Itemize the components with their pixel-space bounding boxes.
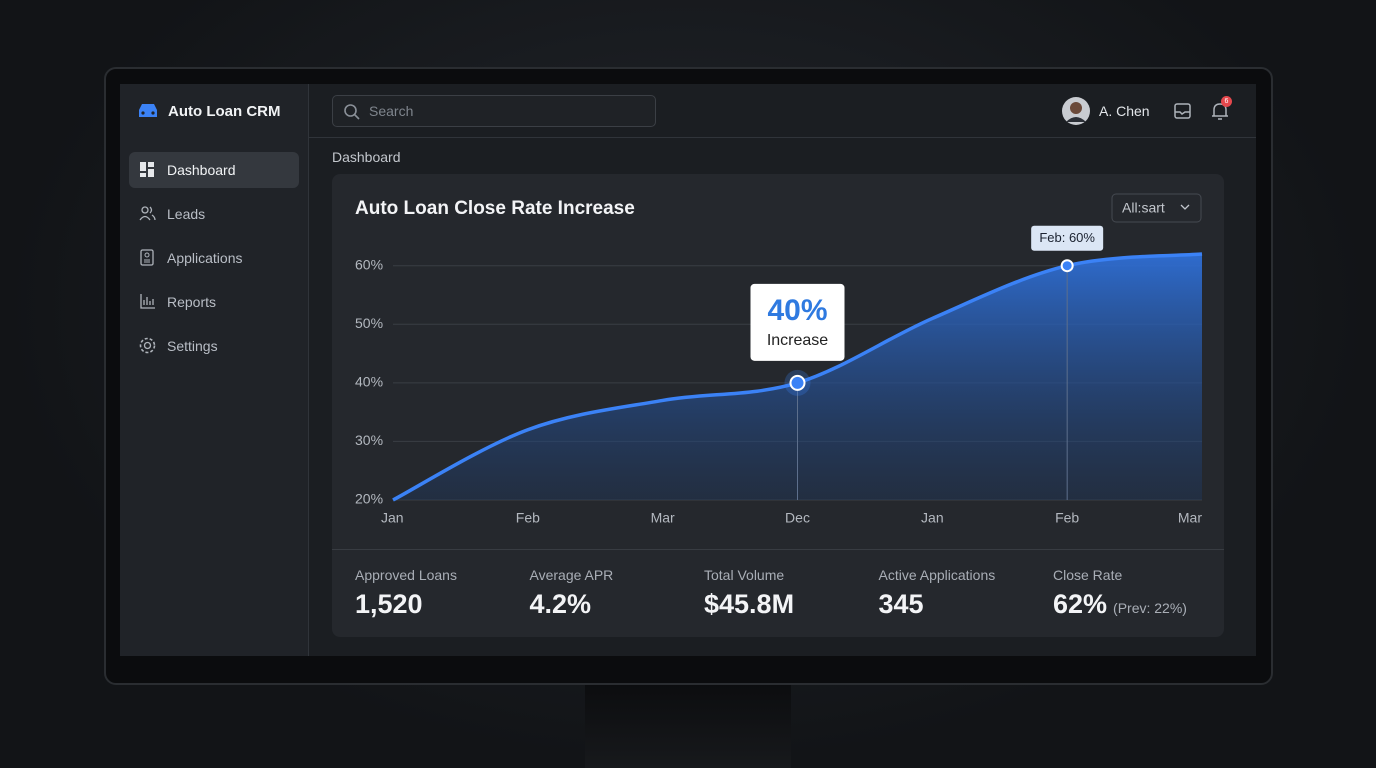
y-tick-label: 40% [355,374,383,390]
nav-label: Reports [167,294,217,310]
nav-item[interactable]: Settings [129,328,299,364]
x-tick-label: Mar [1178,510,1202,526]
chart-card: Auto Loan Close Rate Increase All:sart 2… [332,174,1224,637]
x-tick-label: Mar [651,510,675,526]
search-placeholder: Search [369,103,414,119]
brand: Auto Loan CRM [168,103,281,120]
x-tick-label: Feb [1055,510,1079,526]
stat-label: Close Rate [1053,567,1123,583]
y-tick-label: 30% [355,432,383,448]
search-icon [344,104,360,120]
top-bar: Search A. Chen 6 [309,84,1256,138]
callout-text: Increase [767,332,828,349]
point [789,374,806,391]
nav-icon [140,249,154,266]
nav-item[interactable]: Reports [129,284,299,320]
filter-label: All:sart [1122,200,1165,216]
x-tick-label: Feb [516,510,540,526]
stat-value: 1,520 [355,589,423,620]
stat-note: (Prev: 22%) [1113,600,1187,616]
stat-value: 345 [879,589,924,620]
y-tick-label: 20% [355,491,383,507]
stat-label: Total Volume [704,567,785,583]
user-name: A. Chen [1099,103,1150,119]
nav-icon [140,294,155,309]
nav-item[interactable]: Dashboard [129,152,299,188]
notification-badge: 6 [1221,96,1232,107]
dropdown-caret [1180,204,1190,210]
chart-title: Auto Loan Close Rate Increase [355,198,635,219]
stat-value: 4.2% [530,589,592,620]
brand-icon [139,104,157,117]
monitor-stand [585,684,791,768]
bell-icon[interactable] [1210,100,1230,122]
chart: Auto Loan Close Rate Increase All:sart 2… [355,193,1202,526]
stat-label: Approved Loans [355,567,457,583]
stat-label: Active Applications [878,567,996,583]
y-tick-label: 60% [355,256,383,272]
tooltip-text: Feb: 60% [1039,230,1095,245]
callout-value: 40% [767,294,827,327]
area [393,254,1202,500]
nav-icon [139,337,156,354]
x-tick-label: Jan [381,510,404,526]
nav-label: Dashboard [167,162,236,178]
stat-number: 4.2% [529,589,592,619]
screen: Auto Loan CRM Dashboard Leads Applications… [120,84,1256,656]
stat-value: $45.8M [704,589,794,620]
divider [332,549,1224,550]
x-tick-label: Dec [785,510,810,526]
nav-icon [139,206,156,221]
nav-label: Settings [167,338,218,354]
sidebar: Auto Loan CRM Dashboard Leads Applications… [120,84,309,656]
search-box[interactable]: Search [332,95,656,127]
nav-label: Applications [167,250,243,266]
stat-number: 1,520 [355,589,423,619]
nav-item[interactable]: Leads [129,196,299,232]
nav-icon [140,162,154,177]
point [1060,259,1074,273]
stat-label: Average APR [529,567,614,583]
callout [750,283,845,361]
avatar[interactable] [1061,96,1091,126]
filter-dropdown[interactable] [1111,193,1202,223]
tooltip [1031,225,1104,251]
stat-number: 62% [1053,589,1108,619]
stat-number: $45.8M [704,589,795,619]
nav-item[interactable]: Applications [129,240,299,276]
stat-value: 62% (Prev: 22%) [1053,589,1187,620]
breadcrumb: Dashboard [332,149,401,165]
inbox-icon[interactable] [1173,101,1193,121]
y-tick-label: 50% [355,315,383,331]
nav-label: Leads [167,206,206,222]
stat-number: 345 [878,589,924,619]
x-tick-label: Jan [921,510,944,526]
